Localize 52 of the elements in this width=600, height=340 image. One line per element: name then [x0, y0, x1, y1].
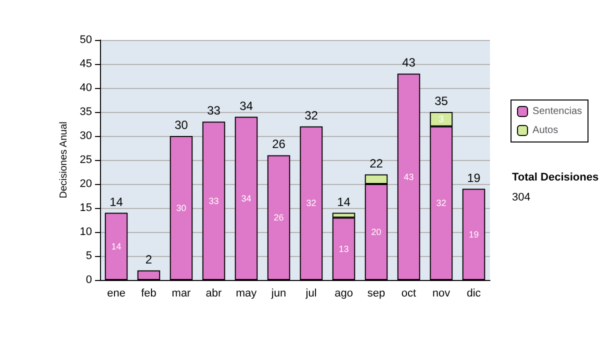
x-tick-label: sep [367, 288, 386, 300]
y-tick-label: 25 [80, 154, 92, 166]
x-tick-label: ene [107, 288, 126, 300]
data-label: 32 [306, 198, 316, 208]
y-tick-label: 30 [80, 130, 92, 142]
y-tick-label: 20 [80, 178, 92, 190]
y-tick-label: 45 [80, 58, 92, 70]
x-tick-label: mar [172, 288, 192, 300]
data-label: 30 [176, 203, 186, 213]
data-label: 3 [438, 114, 444, 124]
y-tick-label: 40 [80, 82, 92, 94]
x-tick-label: jul [304, 288, 317, 300]
x-tick-label: ago [334, 288, 353, 300]
x-tick-label: oct [401, 288, 416, 300]
total-label: 32 [304, 108, 318, 122]
text: 304 [512, 192, 530, 204]
total-label: 26 [272, 137, 286, 152]
legend-label: Autos [532, 125, 558, 136]
y-tick-label: 5 [86, 250, 92, 262]
data-label: 19 [468, 229, 479, 240]
total-label: 33 [207, 104, 221, 118]
total-label: 14 [337, 194, 351, 209]
total-label: 19 [467, 170, 481, 185]
data-label: 33 [208, 196, 219, 206]
data-label: 14 [111, 241, 122, 252]
total-label: 14 [110, 194, 124, 209]
text: Total Decisiones [512, 172, 599, 184]
y-tick-label: 0 [86, 274, 92, 286]
data-label: 32 [436, 198, 446, 208]
total-label: 2 [145, 252, 152, 266]
total-label: 43 [402, 56, 416, 70]
total-label: 22 [370, 156, 384, 170]
data-label: 34 [241, 193, 252, 204]
data-label: 43 [404, 172, 414, 182]
x-tick-label: abr [206, 288, 222, 300]
y-axis-title: Decisiones Anual [58, 122, 70, 198]
y-tick-label: 35 [80, 106, 92, 118]
x-tick-label: feb [141, 288, 156, 300]
x-tick-label: jun [270, 288, 286, 300]
total-label: 34 [240, 98, 254, 113]
total-label: 35 [434, 94, 448, 108]
data-label: 20 [371, 227, 382, 237]
y-tick-label: 10 [80, 226, 92, 238]
x-tick-label: nov [432, 288, 451, 300]
y-tick-label: 15 [80, 202, 92, 214]
y-tick-label: 50 [80, 34, 92, 46]
x-tick-label: dic [466, 288, 482, 300]
data-label: 26 [274, 212, 284, 223]
data-label: 13 [338, 244, 349, 254]
x-tick-label: may [236, 288, 258, 300]
legend-label: Sentencias [532, 106, 582, 117]
total-label: 30 [174, 118, 188, 132]
